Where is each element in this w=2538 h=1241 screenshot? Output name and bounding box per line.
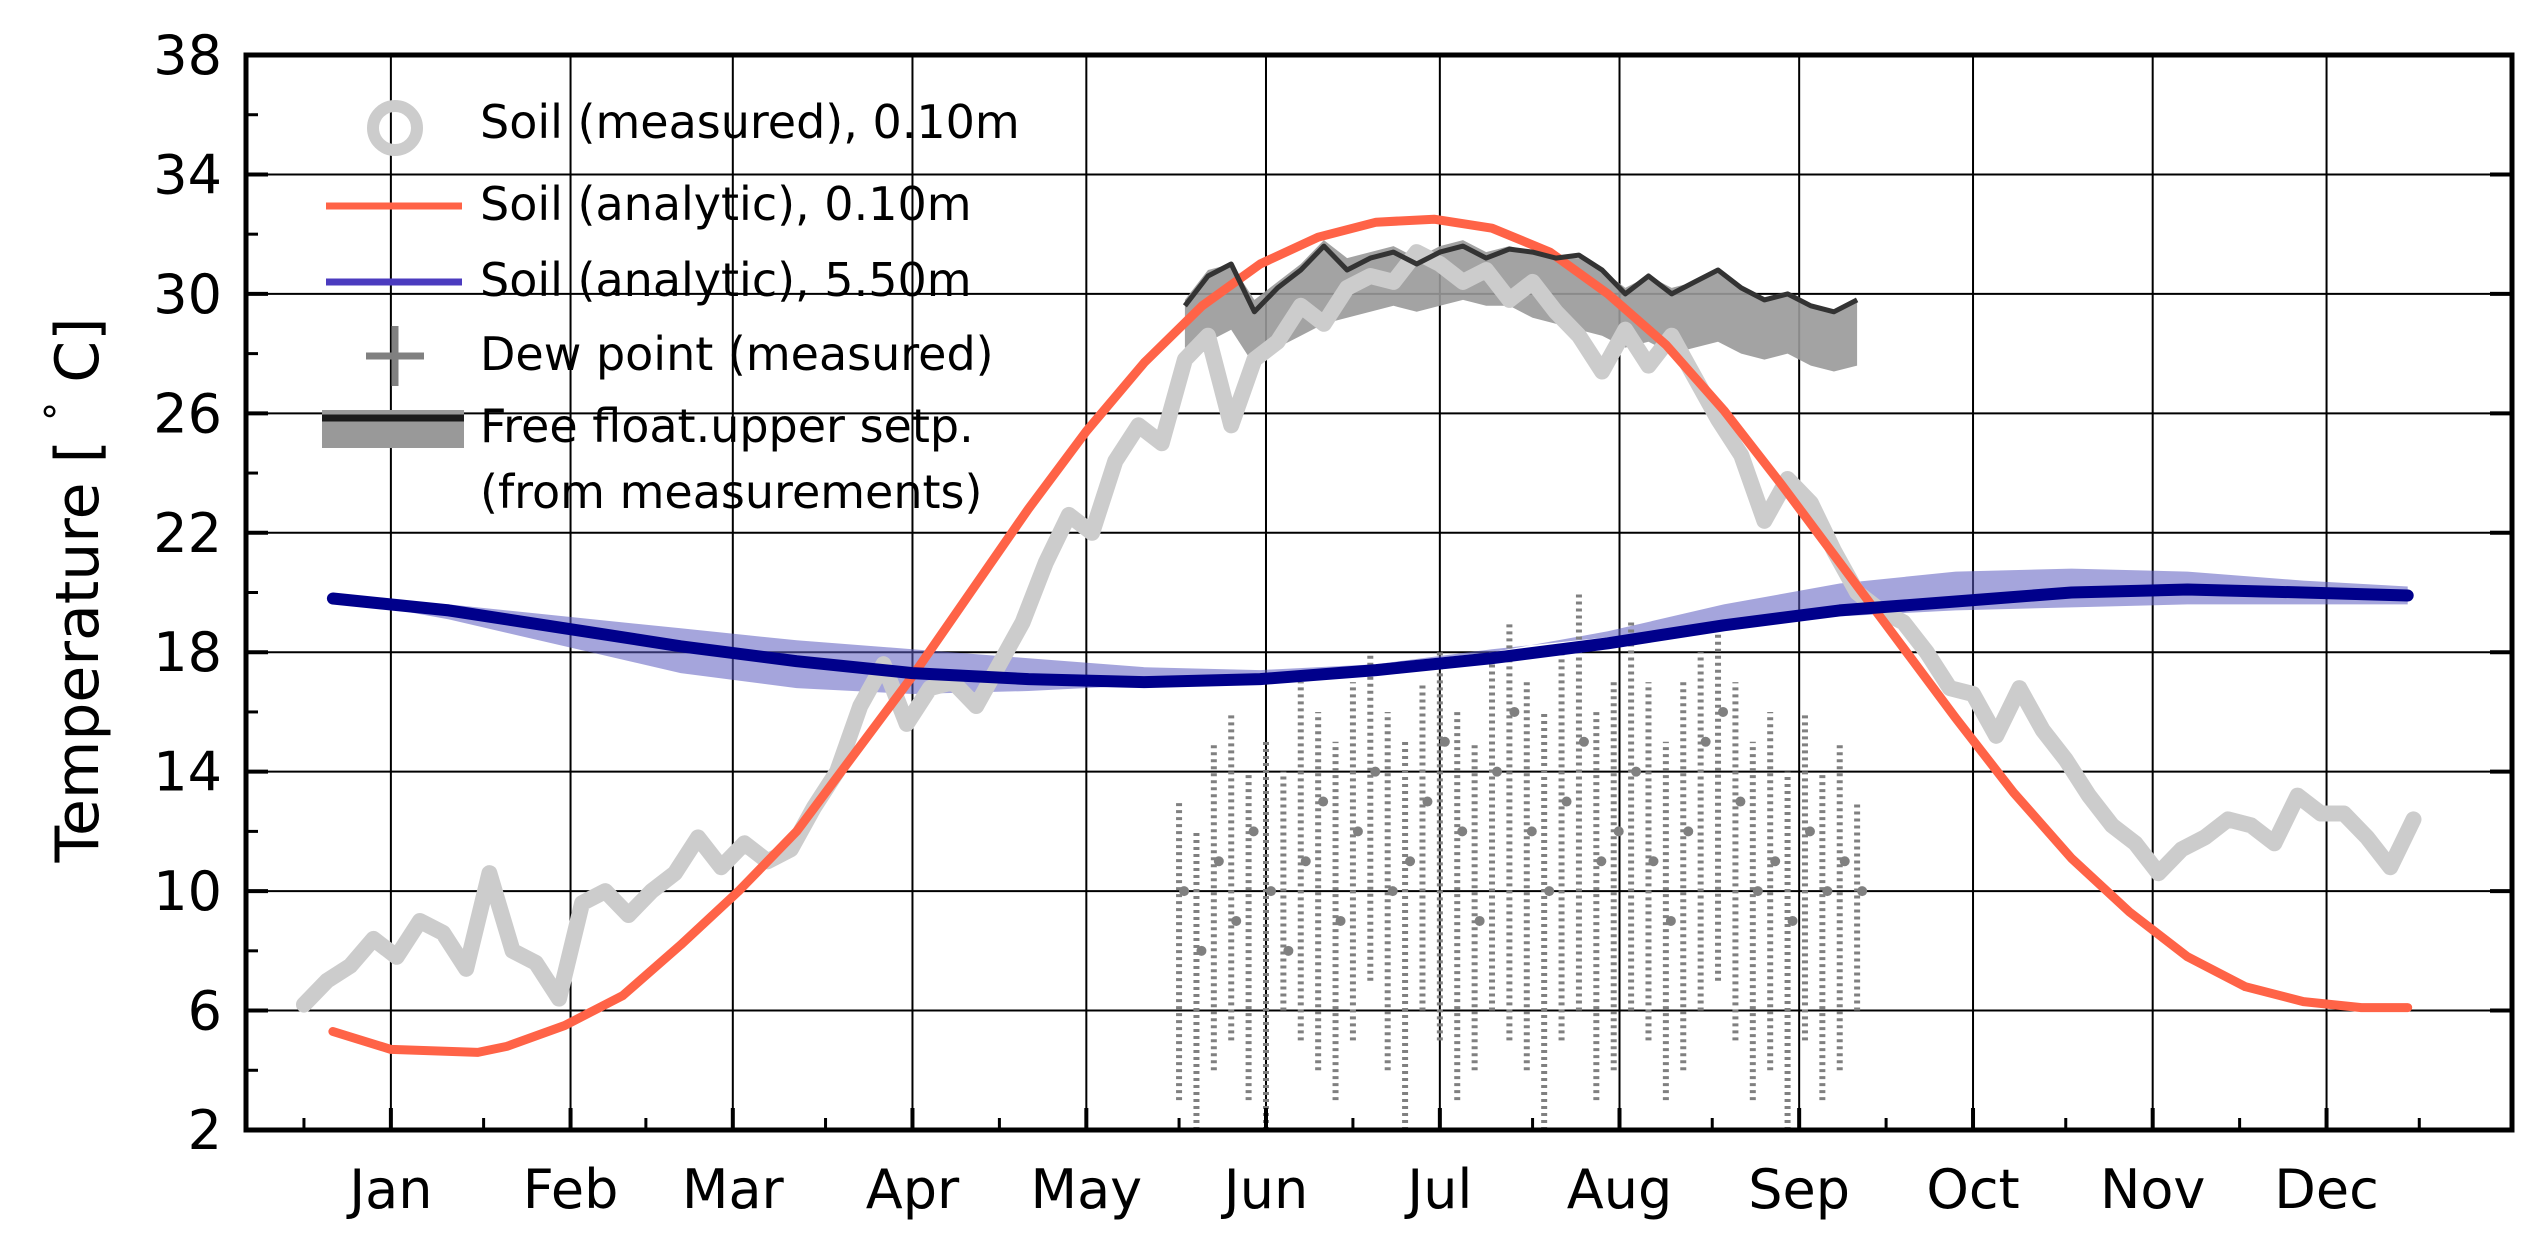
dew-point-marker-21 [1544,886,1555,897]
line-soil-analytic-010 [328,214,2413,1057]
dew-point-marker-30 [1700,736,1711,747]
dew-point-marker-1 [1196,945,1207,956]
dew-point-marker-32 [1735,796,1746,807]
legend-label-dew-point: Dew point (measured) [480,327,994,381]
dew-point-marker-33 [1752,886,1763,897]
dew-point-marker-9 [1335,915,1346,926]
dew-point-marker-7 [1300,856,1311,867]
dew-point-marker-12 [1387,886,1398,897]
legend-label-soil-analytic-010: Soil (analytic), 0.10m [480,177,972,231]
dew-point-marker-5 [1265,886,1276,897]
line-free-float [1182,243,1859,315]
y-tick-label-2: 2 [188,1099,222,1162]
y-tick-label-6: 6 [188,980,222,1043]
y-axis-title-text: Temperature [ [43,421,113,864]
x-tick-label-apr: Apr [866,1158,960,1221]
x-tick-label-feb: Feb [523,1158,619,1221]
y-tick-label-14: 14 [153,741,222,804]
x-tick-label-jun: Jun [1221,1158,1308,1221]
dew-point-marker-2 [1213,856,1224,867]
line-soil-measured [296,244,2422,1013]
x-tick-label-aug: Aug [1567,1158,1672,1221]
legend-marker-soil-measured [367,100,423,156]
x-tick-label-nov: Nov [2100,1158,2205,1221]
dew-point-marker-18 [1492,766,1503,777]
dew-point-marker-26 [1631,766,1642,777]
series-lines [326,214,2414,1057]
x-tick-label-may: May [1031,1158,1143,1221]
y-tick-label-34: 34 [153,143,222,206]
dew-point-marker-0 [1179,886,1190,897]
dew-point-marker-31 [1718,706,1729,717]
y-axis-title: Temperature [ ° C] [37,318,113,864]
dew-point-marker-17 [1474,915,1485,926]
dew-point-marker-25 [1613,826,1624,837]
dew-point-marker-6 [1283,945,1294,956]
dew-point-marker-29 [1683,826,1694,837]
dew-point-marker-16 [1457,826,1468,837]
dew-point-marker-13 [1405,856,1416,867]
line-soil-analytic-550 [326,583,2414,689]
x-tick-labels: Jan Feb Mar Apr May Jun Jul Aug Sep Oct Nov Dec [346,1158,2379,1221]
dew-point-marker-11 [1370,766,1381,777]
y-tick-label-26: 26 [153,382,222,445]
y-tick-label-38: 38 [153,24,222,87]
dew-point-marker-38 [1839,856,1850,867]
x-tick-label-jan: Jan [346,1158,432,1221]
axis-ticks [246,53,2512,1132]
y-tick-label-30: 30 [153,263,222,326]
measured-scatter [296,244,2422,1130]
x-tick-label-mar: Mar [682,1158,785,1221]
x-tick-label-oct: Oct [1926,1158,2019,1221]
dew-point-marker-27 [1648,856,1659,867]
dew-point-marker-23 [1578,736,1589,747]
legend-label-soil-analytic-550: Soil (analytic), 5.50m [480,253,972,307]
legend-markers [322,100,464,448]
dew-point-marker-19 [1509,706,1520,717]
x-tick-label-dec: Dec [2274,1158,2379,1221]
legend-label-free-float: Free float.upper setp. [480,399,974,453]
dew-point-marker-15 [1439,736,1450,747]
x-tick-label-jul: Jul [1404,1158,1472,1221]
dew-point-marker-10 [1352,826,1363,837]
dew-point-marker-22 [1561,796,1572,807]
dew-point-marker-39 [1857,886,1868,897]
dew-point-marker-8 [1318,796,1329,807]
dew-point-marker-37 [1822,886,1833,897]
dew-point-marker-14 [1422,796,1433,807]
y-axis-degree: ° [37,402,81,421]
y-tick-label-10: 10 [153,860,222,923]
legend: Soil (measured), 0.10m Soil (analytic), … [322,95,1020,519]
dew-point-marker-24 [1596,856,1607,867]
dew-point-marker-20 [1526,826,1537,837]
dew-point-marker-4 [1248,826,1259,837]
legend-label-soil-measured: Soil (measured), 0.10m [480,95,1020,149]
dew-point-marker-35 [1787,915,1798,926]
dew-point-marker-3 [1231,915,1242,926]
legend-label-free-float-line2: (from measurements) [480,465,982,519]
band-free-float [1184,240,1858,372]
dew-point-marker-34 [1770,856,1781,867]
x-tick-label-sep: Sep [1748,1158,1850,1221]
y-tick-label-18: 18 [153,621,222,684]
dew-point-marker-28 [1665,915,1676,926]
dew-point-marker-36 [1804,826,1815,837]
y-tick-label-22: 22 [153,502,222,565]
y-axis-unit: C] [43,318,113,402]
